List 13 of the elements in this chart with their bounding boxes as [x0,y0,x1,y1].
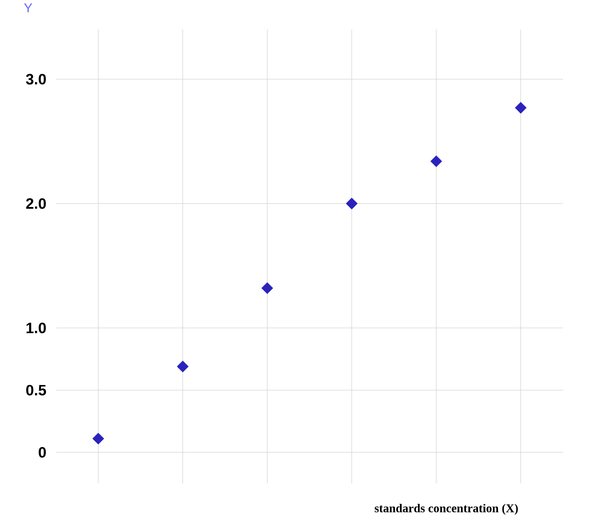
y-tick-label: 1.0 [26,322,46,334]
y-tick-label: 3.0 [26,74,46,84]
point [346,198,358,210]
y-tick-label: 0.5 [26,384,46,396]
y-tick-label: 0 [38,446,46,458]
point [176,360,189,372]
y-axis-title: Y [24,3,32,12]
point [430,155,442,167]
x-axis-title: standards concentration (X) [374,504,518,515]
point [261,282,274,294]
point [514,102,527,114]
point [92,432,104,444]
y-tick-label: 2.0 [26,198,46,209]
